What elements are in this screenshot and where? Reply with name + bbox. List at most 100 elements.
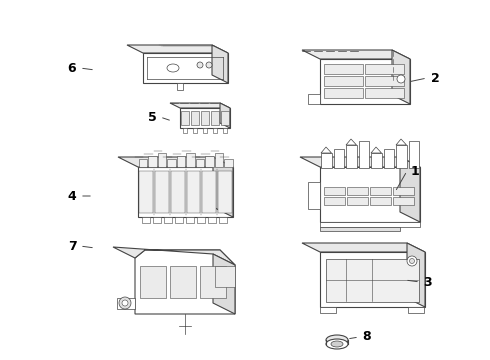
Polygon shape <box>138 167 233 217</box>
Bar <box>213 128 217 133</box>
Polygon shape <box>396 145 407 168</box>
Bar <box>155 171 169 213</box>
Polygon shape <box>170 103 230 108</box>
Bar <box>148 156 156 167</box>
Bar <box>171 171 185 213</box>
Bar <box>324 187 345 195</box>
Polygon shape <box>334 149 344 168</box>
Bar <box>308 182 320 209</box>
Bar <box>320 227 400 231</box>
Bar <box>347 197 368 205</box>
Bar <box>324 64 363 74</box>
Bar <box>164 217 172 223</box>
Bar <box>365 64 404 74</box>
Circle shape <box>197 62 203 68</box>
Bar <box>324 88 363 98</box>
Bar <box>186 153 195 167</box>
Bar <box>175 217 183 223</box>
Circle shape <box>410 258 415 264</box>
Bar <box>157 153 166 167</box>
Bar <box>201 111 209 125</box>
Text: 7: 7 <box>68 239 76 252</box>
Bar <box>186 217 194 223</box>
Bar <box>215 153 223 167</box>
Bar <box>365 88 404 98</box>
Polygon shape <box>396 139 407 145</box>
Circle shape <box>206 62 212 68</box>
Bar <box>176 156 185 167</box>
Polygon shape <box>320 59 410 104</box>
Polygon shape <box>409 141 419 168</box>
Text: 1: 1 <box>411 165 419 177</box>
Polygon shape <box>180 108 230 128</box>
Bar <box>393 197 414 205</box>
Bar <box>187 171 200 213</box>
Bar <box>140 266 166 298</box>
Bar <box>193 128 197 133</box>
Text: 5: 5 <box>147 111 156 123</box>
Bar <box>177 83 183 90</box>
Bar <box>208 217 216 223</box>
Bar <box>324 76 363 86</box>
Polygon shape <box>392 50 410 104</box>
Polygon shape <box>302 50 410 59</box>
Bar <box>320 222 420 227</box>
Polygon shape <box>320 167 420 222</box>
Bar <box>347 187 368 195</box>
Bar <box>408 307 424 313</box>
Bar <box>153 217 161 223</box>
Bar <box>202 171 216 213</box>
Text: 8: 8 <box>363 330 371 343</box>
Bar <box>200 266 226 298</box>
Bar <box>218 171 232 213</box>
Bar <box>211 111 219 125</box>
Polygon shape <box>384 149 394 168</box>
Bar <box>219 217 227 223</box>
Text: 4: 4 <box>68 189 76 202</box>
Bar <box>183 128 187 133</box>
Polygon shape <box>346 139 357 145</box>
Circle shape <box>407 256 417 266</box>
Polygon shape <box>300 157 420 167</box>
Polygon shape <box>308 94 320 104</box>
Text: 2: 2 <box>431 72 440 85</box>
Bar <box>181 111 189 125</box>
Polygon shape <box>220 103 230 128</box>
Bar <box>324 197 345 205</box>
Bar <box>203 128 207 133</box>
Bar <box>139 171 153 213</box>
Bar <box>370 197 391 205</box>
Bar <box>393 187 414 195</box>
Bar <box>191 111 199 125</box>
Polygon shape <box>135 250 235 314</box>
Polygon shape <box>359 141 369 168</box>
Ellipse shape <box>167 64 179 72</box>
Circle shape <box>397 75 405 83</box>
Text: 3: 3 <box>424 275 432 288</box>
Circle shape <box>122 300 128 306</box>
Polygon shape <box>213 157 233 217</box>
Polygon shape <box>113 247 235 265</box>
Bar <box>205 156 214 167</box>
Bar <box>223 128 227 133</box>
Polygon shape <box>302 243 425 252</box>
Polygon shape <box>407 243 425 307</box>
Bar <box>326 259 419 302</box>
Polygon shape <box>320 252 425 307</box>
Polygon shape <box>321 147 332 153</box>
Ellipse shape <box>326 335 348 345</box>
Bar <box>365 76 404 86</box>
Polygon shape <box>346 145 357 168</box>
Polygon shape <box>212 45 228 83</box>
Bar <box>196 159 204 167</box>
Bar <box>170 266 196 298</box>
Bar <box>370 187 391 195</box>
Polygon shape <box>117 298 135 309</box>
Bar <box>139 159 147 167</box>
Bar <box>197 217 205 223</box>
Ellipse shape <box>331 341 343 347</box>
Bar <box>224 159 232 167</box>
Polygon shape <box>371 147 382 153</box>
Bar <box>221 111 229 125</box>
Polygon shape <box>127 45 228 53</box>
